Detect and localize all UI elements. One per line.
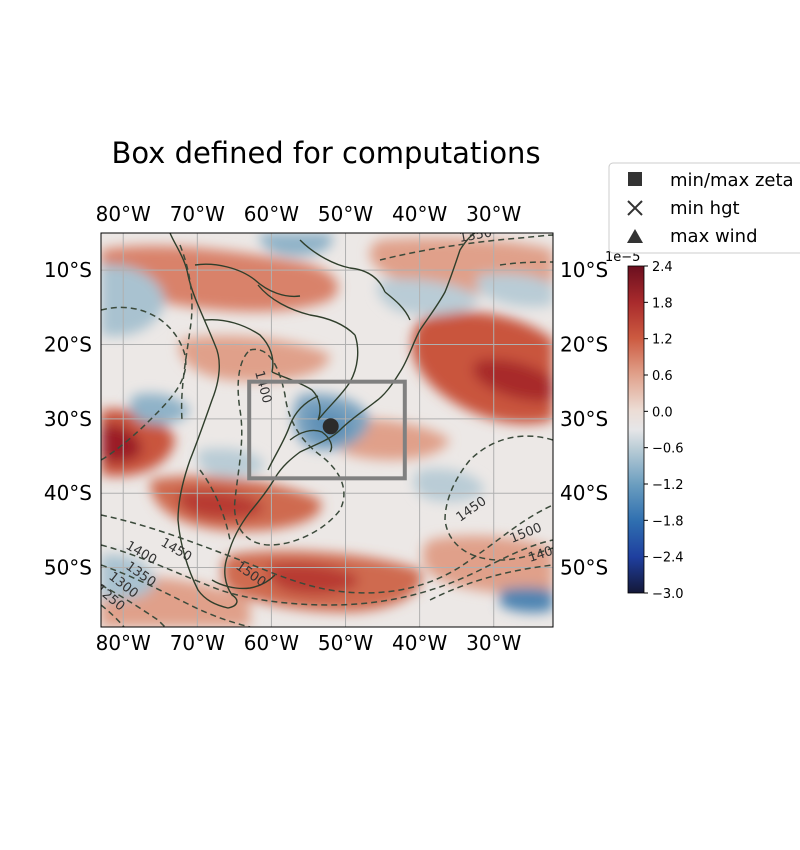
map-panel: 1350 1400 1450 1500 1400 1450 1400 1500 … bbox=[44, 202, 608, 655]
map-frame bbox=[100, 232, 554, 628]
contour-north-west bbox=[179, 244, 193, 421]
colorbar-tick-label: 0.6 bbox=[652, 369, 673, 384]
coast-south bbox=[211, 574, 276, 590]
lat-tick-label: 50°S bbox=[560, 556, 608, 580]
colorbar-tick-label: −0.6 bbox=[652, 442, 684, 457]
lon-labels-bottom: 80°W 70°W 60°W 50°W 40°W 30°W bbox=[96, 631, 522, 655]
colorbar-tick-label: 1.8 bbox=[652, 296, 673, 311]
colorbar-tick-label: 2.4 bbox=[652, 260, 673, 275]
legend-label: min/max zeta bbox=[670, 170, 794, 191]
field-patch bbox=[377, 278, 480, 315]
square-marker-icon bbox=[628, 172, 642, 186]
lon-tick-label: 40°W bbox=[392, 202, 447, 226]
min-max-zeta-point bbox=[322, 418, 339, 435]
contour-1400-wave bbox=[101, 539, 553, 606]
legend-frame bbox=[608, 162, 800, 254]
colorbar-tick-label: −3.0 bbox=[652, 587, 684, 602]
lon-tick-label: 60°W bbox=[244, 202, 299, 226]
country-border bbox=[299, 239, 386, 293]
lat-tick-label: 30°S bbox=[560, 407, 608, 431]
lat-tick-label: 40°S bbox=[560, 481, 608, 505]
field-patch bbox=[500, 587, 553, 613]
lat-tick-label: 20°S bbox=[560, 333, 608, 357]
country-border bbox=[204, 318, 274, 373]
colorbar-tick-label: 0.0 bbox=[652, 405, 673, 420]
field-patch bbox=[179, 335, 330, 382]
lon-tick-label: 70°W bbox=[170, 631, 225, 655]
field-patch bbox=[268, 563, 360, 595]
lat-tick-label: 10°S bbox=[560, 258, 608, 282]
lon-labels-top: 80°W 70°W 60°W 50°W 40°W 30°W bbox=[96, 202, 522, 226]
figure-title: Box defined for computations bbox=[111, 136, 540, 170]
field-patch bbox=[178, 490, 265, 520]
colorbar-tick-label: −1.2 bbox=[652, 478, 684, 493]
country-border bbox=[384, 291, 411, 321]
lon-tick-label: 70°W bbox=[170, 202, 225, 226]
x-marker-icon bbox=[627, 200, 643, 216]
lon-tick-label: 50°W bbox=[318, 631, 373, 655]
lon-tick-label: 80°W bbox=[96, 202, 151, 226]
field-patch bbox=[130, 393, 190, 425]
south-america-coastline bbox=[169, 233, 476, 609]
lon-tick-label: 40°W bbox=[392, 631, 447, 655]
contour-north-east bbox=[499, 261, 553, 266]
lat-tick-label: 30°S bbox=[44, 407, 92, 431]
coastlines bbox=[169, 233, 476, 609]
colorbar-gradient bbox=[627, 265, 645, 594]
graticule bbox=[101, 233, 553, 627]
contour-1500-inner bbox=[233, 348, 345, 546]
field-patch bbox=[259, 233, 333, 257]
field-patch bbox=[101, 264, 165, 337]
lat-labels-left: 10°S 20°S 30°S 40°S 50°S bbox=[44, 258, 92, 579]
colorbar-exponent: 1e−5 bbox=[605, 250, 640, 265]
contour-1450-wave bbox=[101, 504, 553, 594]
contour-1250-wave bbox=[101, 604, 125, 627]
country-border bbox=[267, 395, 319, 471]
field-patch bbox=[476, 273, 553, 307]
lat-tick-label: 40°S bbox=[44, 481, 92, 505]
triangle-marker-icon bbox=[627, 229, 643, 243]
height-contours bbox=[101, 234, 553, 627]
legend-label: max wind bbox=[670, 226, 758, 247]
country-border bbox=[271, 371, 321, 421]
colorbar: 1e−5 2.4 1.8 1.2 0.6 0.0 −0.6 −1.2 −1.8 −2.4 −3.0 bbox=[605, 250, 684, 602]
legend-label: min hgt bbox=[670, 198, 740, 219]
country-border bbox=[257, 284, 356, 336]
computation-box bbox=[247, 379, 407, 481]
contour-1350-wave bbox=[101, 564, 251, 627]
lon-tick-label: 80°W bbox=[96, 631, 151, 655]
lat-labels-right: 10°S 20°S 30°S 40°S 50°S bbox=[560, 258, 608, 579]
lon-tick-label: 30°W bbox=[466, 631, 521, 655]
colorbar-tick-label: 1.2 bbox=[652, 333, 673, 348]
colorbar-ticks: 2.4 1.8 1.2 0.6 0.0 −0.6 −1.2 −1.8 −2.4 −3.0 bbox=[644, 260, 684, 602]
field-patch bbox=[473, 359, 553, 402]
field-patch bbox=[101, 554, 155, 600]
contour-north-1550 bbox=[379, 234, 553, 261]
country-border bbox=[194, 263, 301, 298]
colorbar-tick-label: −1.8 bbox=[652, 514, 684, 529]
contour-1500-west bbox=[101, 306, 187, 461]
contour-east-trough bbox=[444, 435, 553, 561]
vorticity-field: 1350 1400 1450 1500 1400 1450 1400 1500 … bbox=[101, 233, 553, 627]
legend: min/max zeta min hgt max wind bbox=[608, 162, 800, 254]
lon-tick-label: 60°W bbox=[244, 631, 299, 655]
lat-tick-label: 20°S bbox=[44, 333, 92, 357]
colorbar-tick-label: −2.4 bbox=[652, 551, 684, 566]
field-patch bbox=[422, 535, 553, 594]
lat-tick-label: 10°S bbox=[44, 258, 92, 282]
contour-1350-east bbox=[429, 564, 553, 601]
lon-tick-label: 30°W bbox=[466, 202, 521, 226]
lon-tick-label: 50°W bbox=[318, 202, 373, 226]
lat-tick-label: 50°S bbox=[44, 556, 92, 580]
